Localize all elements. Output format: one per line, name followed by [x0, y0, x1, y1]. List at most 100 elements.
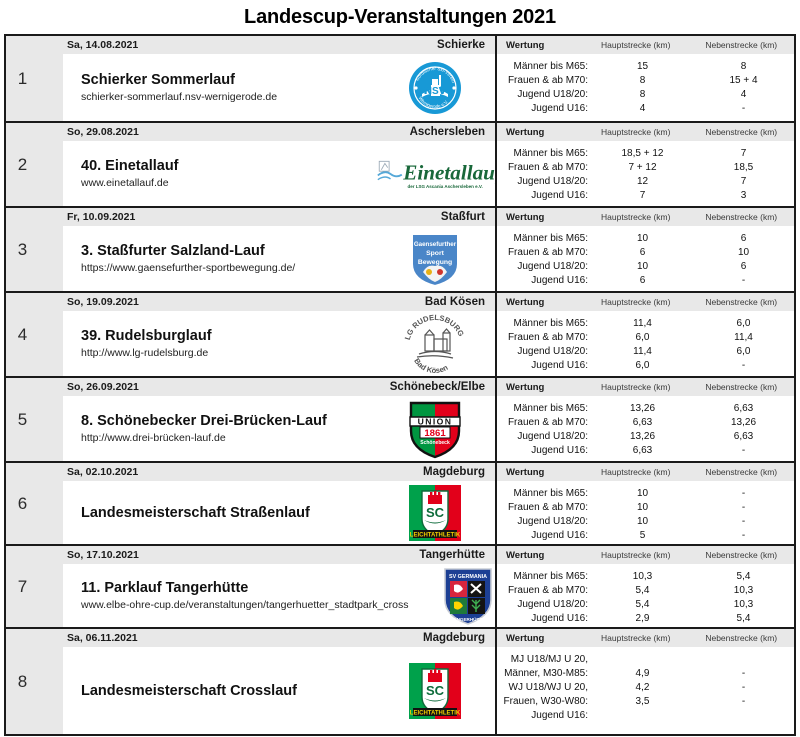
event-names: 8. Schönebecker Drei-Brücken-Lauf http:/… [63, 412, 375, 445]
hauptstrecke-value: 18,5 + 12 [621, 148, 664, 159]
distances-header: Wertung Hauptstrecke (km) Nebenstrecke (… [497, 629, 794, 647]
header-hauptstrecke: Hauptstrecke (km) [601, 550, 671, 560]
event-left-block: Fr, 10.09.2021 Staßfurt 3. Staßfurter Sa… [39, 208, 497, 291]
event-left-block: Sa, 06.11.2021 Magdeburg Landesmeistersc… [39, 629, 497, 734]
header-wertung: Wertung [506, 211, 545, 223]
category-label: Jugend U16: [531, 275, 588, 286]
nebenstrecke-value: - [741, 516, 746, 527]
event-title: 39. Rudelsburglauf [81, 328, 212, 344]
event-city: Staßfurt [440, 211, 485, 223]
event-url-link[interactable]: www.elbe-ohre-cup.de/veranstaltungen/tan… [81, 599, 409, 611]
category-label: Männer bis M65: [513, 318, 588, 329]
category-labels: Männer bis M65: Frauen & ab M70: Jugend U1… [497, 402, 592, 461]
nebenstrecke-value: 4 [740, 89, 747, 100]
events-table: 1 Sa, 14.08.2021 Schierke Schierker Somm… [4, 34, 796, 736]
msc-leichtathletik-logo: SC LEICHTATHLETIK [409, 484, 461, 541]
svg-text:der LSG Ascania Aschersleben e: der LSG Ascania Aschersleben e.V. [407, 184, 482, 189]
hauptstrecke-column: 13,26 6,63 13,26 6,63 [592, 402, 693, 461]
event-body: Schierker Sommerlauf schierker-sommerlau… [63, 54, 495, 121]
hauptstrecke-value: 7 + 12 [628, 162, 657, 173]
category-label: Männer bis M65: [513, 403, 588, 414]
hauptstrecke-value: 8 [639, 89, 646, 100]
category-label: Frauen & ab M70: [507, 75, 588, 86]
header-wertung: Wertung [506, 632, 545, 644]
event-date: Fr, 10.09.2021 [67, 211, 136, 223]
union-1861-schoenebeck-logo: UNION 1861 Schönebeck [409, 401, 461, 458]
nebenstrecke-value: 18,5 [733, 162, 754, 173]
distances-block: Wertung Hauptstrecke (km) Nebenstrecke (… [497, 36, 794, 121]
category-labels: Männer bis M65: Frauen & ab M70: Jugend U1… [497, 317, 592, 376]
header-nebenstrecke: Nebenstrecke (km) [705, 382, 778, 392]
category-label: Frauen & ab M70: [507, 585, 588, 596]
table-row: 2 So, 29.08.2021 Aschersleben 40. Eineta… [6, 123, 794, 208]
event-url-link[interactable]: http://www.drei-brücken-lauf.de [81, 432, 226, 444]
header-wertung: Wertung [506, 549, 545, 561]
event-url-link[interactable]: http://www.lg-rudelsburg.de [81, 347, 209, 359]
hauptstrecke-value [592, 653, 693, 667]
hauptstrecke-value: 4 [639, 103, 646, 114]
category-label: Jugend U16: [531, 613, 588, 624]
svg-text:Sport: Sport [426, 250, 444, 257]
table-row: 3 Fr, 10.09.2021 Staßfurt 3. Staßfurter … [6, 208, 794, 293]
nebenstrecke-value: - [741, 502, 746, 513]
event-date: Sa, 02.10.2021 [67, 466, 139, 478]
category-label: Männer bis M65: [513, 233, 588, 244]
header-nebenstrecke: Nebenstrecke (km) [705, 467, 778, 477]
category-label: Frauen & ab M70: [507, 247, 588, 258]
event-date: So, 29.08.2021 [67, 126, 139, 138]
distances-body: Männer bis M65: Frauen & ab M70: Jugend U1… [497, 564, 794, 627]
event-logo: UNION 1861 Schönebeck [375, 396, 495, 461]
header-nebenstrecke: Nebenstrecke (km) [705, 212, 778, 222]
event-logo: Gaensefurther Sport Bewegung [375, 226, 495, 291]
hauptstrecke-value: 11,4 [633, 318, 652, 329]
hauptstrecke-value: 6,63 [632, 445, 653, 456]
nebenstrecke-value: 7 [740, 176, 747, 187]
event-names: Schierker Sommerlauf schierker-sommerlau… [63, 71, 375, 104]
hauptstrecke-value: 10,3 [632, 571, 653, 582]
header-nebenstrecke: Nebenstrecke (km) [705, 127, 778, 137]
hauptstrecke-value: 15 [636, 61, 649, 72]
category-label: Jugend U18/20: [517, 599, 588, 610]
category-label: Jugend U18/20: [517, 431, 588, 442]
table-row: 1 Sa, 14.08.2021 Schierke Schierker Somm… [6, 36, 794, 123]
category-labels: Männer bis M65: Frauen & ab M70: Jugend U1… [497, 60, 592, 121]
hauptstrecke-value: 6,0 [635, 332, 650, 343]
hauptstrecke-value: 5,4 [635, 585, 650, 596]
event-left-block: Sa, 02.10.2021 Magdeburg Landesmeistersc… [39, 463, 497, 544]
nebenstrecke-value: - [741, 530, 746, 541]
svg-text:TANGERHÜTTE: TANGERHÜTTE [451, 616, 485, 622]
event-date: So, 26.09.2021 [67, 381, 139, 393]
header-wertung: Wertung [506, 39, 545, 51]
event-city: Schierke [437, 39, 485, 51]
category-labels: Männer bis M65: Frauen & ab M70: Jugend U1… [497, 232, 592, 291]
category-labels: Männer bis M65: Frauen & ab M70: Jugend U1… [497, 487, 592, 544]
nebenstrecke-column: 7 18,5 7 3 [693, 147, 794, 206]
svg-text:SC: SC [426, 683, 445, 698]
nebenstrecke-value: 15 + 4 [729, 75, 758, 86]
svg-text:Gaensefurther: Gaensefurther [414, 241, 457, 248]
hauptstrecke-value: 5,4 [635, 599, 650, 610]
nebenstrecke-column: 6,0 11,4 6,0 - [693, 317, 794, 376]
category-label: Jugend U18/20: [517, 346, 588, 357]
category-label: Frauen & ab M70: [507, 332, 588, 343]
nebenstrecke-value: 5,4 [736, 571, 751, 582]
hauptstrecke-value: 4,2 [635, 682, 650, 693]
event-url-link[interactable]: schierker-sommerlauf.nsv-wernigerode.de [81, 91, 278, 103]
distances-header: Wertung Hauptstrecke (km) Nebenstrecke (… [497, 208, 794, 226]
nebenstrecke-value: 10 [737, 247, 750, 258]
event-title: Landesmeisterschaft Crosslauf [81, 682, 297, 699]
event-logo: SC LEICHTATHLETIK [375, 647, 495, 734]
event-city: Tangerhütte [419, 549, 485, 561]
category-labels: Männer bis M65: Frauen & ab M70: Jugend U1… [497, 147, 592, 206]
event-url-link[interactable]: https://www.gaensefurther-sportbewegung.… [81, 262, 296, 274]
svg-text:LEICHTATHLETIK: LEICHTATHLETIK [410, 532, 461, 538]
distances-block: Wertung Hauptstrecke (km) Nebenstrecke (… [497, 293, 794, 376]
event-url-link[interactable]: www.einetallauf.de [81, 177, 169, 189]
category-label: Jugend U16: [531, 103, 588, 114]
header-wertung: Wertung [506, 296, 545, 308]
distances-block: Wertung Hauptstrecke (km) Nebenstrecke (… [497, 208, 794, 291]
nebenstrecke-value: 6,63 [733, 431, 754, 442]
distances-block: Wertung Hauptstrecke (km) Nebenstrecke (… [497, 546, 794, 627]
hauptstrecke-column: 11,4 6,0 11,4 6,0 [592, 317, 693, 376]
category-label: Jugend U18/20: [517, 516, 588, 527]
